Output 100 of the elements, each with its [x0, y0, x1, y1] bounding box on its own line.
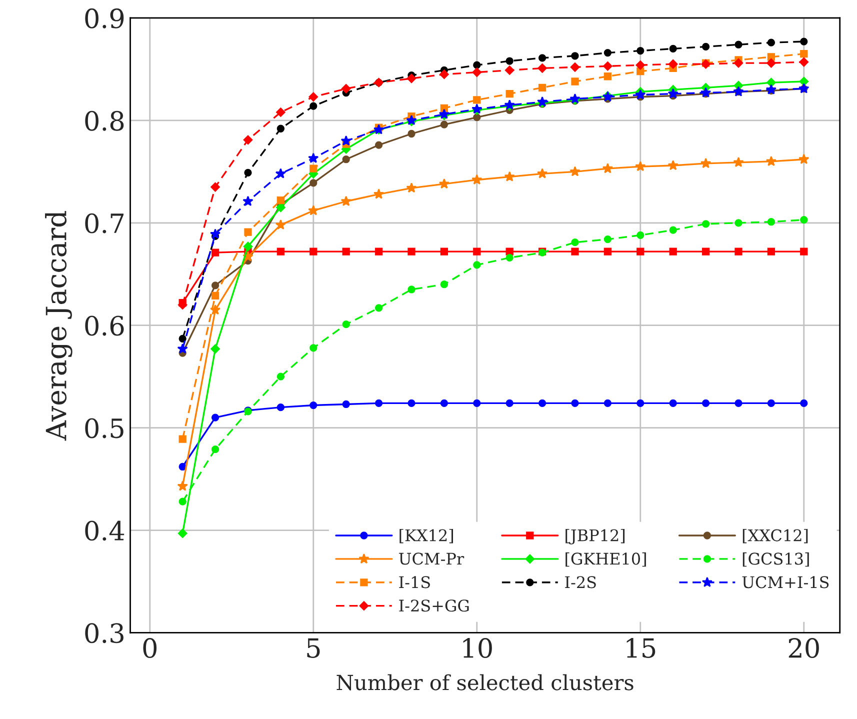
- point: [211, 446, 220, 454]
- point: [408, 286, 416, 294]
- point: [178, 334, 186, 342]
- point: [504, 171, 515, 182]
- point: [635, 160, 646, 172]
- point: [636, 248, 644, 256]
- point: [310, 344, 318, 352]
- point: [310, 248, 318, 256]
- point: [734, 219, 742, 227]
- point: [700, 87, 712, 98]
- point: [473, 248, 481, 256]
- point: [734, 40, 742, 48]
- point: [210, 228, 221, 239]
- point: [636, 399, 644, 408]
- point: [536, 168, 548, 178]
- point: [473, 114, 481, 122]
- point: [571, 78, 579, 86]
- point: [408, 130, 416, 138]
- point: [178, 528, 188, 538]
- point: [702, 220, 710, 228]
- point: [734, 399, 742, 408]
- point: [504, 65, 514, 75]
- point: [341, 84, 351, 94]
- point: [276, 372, 285, 380]
- point: [406, 74, 416, 84]
- point: [636, 60, 646, 70]
- point: [734, 248, 742, 256]
- point: [767, 218, 776, 226]
- point: [242, 196, 254, 206]
- point: [342, 156, 350, 164]
- y-tick-label: 0.3: [85, 623, 124, 644]
- point: [276, 124, 285, 132]
- point: [211, 248, 220, 256]
- point: [669, 226, 677, 234]
- point: [440, 248, 448, 256]
- legend-label: I-2S: [565, 576, 596, 588]
- point: [800, 399, 808, 408]
- point: [177, 343, 188, 354]
- point: [244, 228, 252, 236]
- point: [244, 168, 252, 177]
- point: [636, 46, 644, 55]
- point: [570, 166, 580, 176]
- point: [342, 400, 350, 408]
- y-axis-title: Average Jaccard: [45, 210, 72, 441]
- point: [767, 248, 776, 256]
- point: [374, 141, 383, 149]
- point: [275, 168, 286, 178]
- point: [342, 248, 350, 256]
- point: [211, 292, 220, 300]
- legend-label: [KX12]: [400, 528, 453, 544]
- point: [702, 399, 710, 408]
- point: [340, 196, 352, 206]
- y-tick-label: 0.5: [85, 418, 124, 438]
- x-tick-label: 0: [143, 638, 157, 658]
- point: [440, 120, 448, 128]
- point: [242, 251, 254, 262]
- point: [472, 68, 482, 78]
- point: [669, 399, 677, 408]
- point: [604, 248, 612, 256]
- point: [340, 135, 352, 146]
- point: [798, 154, 810, 164]
- point: [408, 248, 416, 256]
- point: [275, 219, 286, 230]
- point: [604, 48, 612, 57]
- point: [571, 52, 579, 60]
- point: [211, 414, 220, 422]
- x-tick-label: 10: [463, 638, 492, 658]
- point: [210, 304, 221, 315]
- point: [702, 248, 710, 256]
- point: [766, 84, 777, 94]
- point: [276, 107, 286, 118]
- legend-label: UCM+I-1S: [742, 576, 829, 588]
- point: [800, 216, 808, 224]
- point: [276, 248, 285, 256]
- point: [800, 248, 808, 256]
- point: [506, 57, 514, 65]
- legend-label: [GCS13]: [742, 552, 809, 567]
- point: [438, 178, 450, 189]
- point: [766, 58, 776, 68]
- point: [766, 78, 776, 88]
- point: [310, 401, 318, 410]
- x-tick-label: 5: [307, 638, 320, 658]
- x-axis-title: Number of selected clusters: [336, 674, 634, 690]
- point: [308, 92, 318, 102]
- point: [374, 399, 383, 408]
- point: [210, 344, 220, 354]
- point: [538, 84, 546, 92]
- point: [767, 38, 776, 46]
- point: [374, 304, 383, 312]
- point: [506, 90, 514, 98]
- point: [700, 158, 712, 168]
- y-tick-label: 0.9: [85, 8, 124, 28]
- point: [538, 63, 548, 73]
- point: [604, 72, 612, 80]
- point: [374, 248, 383, 256]
- point: [177, 480, 188, 491]
- point: [308, 205, 319, 216]
- point: [668, 160, 678, 170]
- legend-label: [XXC12]: [742, 528, 808, 544]
- point: [636, 231, 644, 240]
